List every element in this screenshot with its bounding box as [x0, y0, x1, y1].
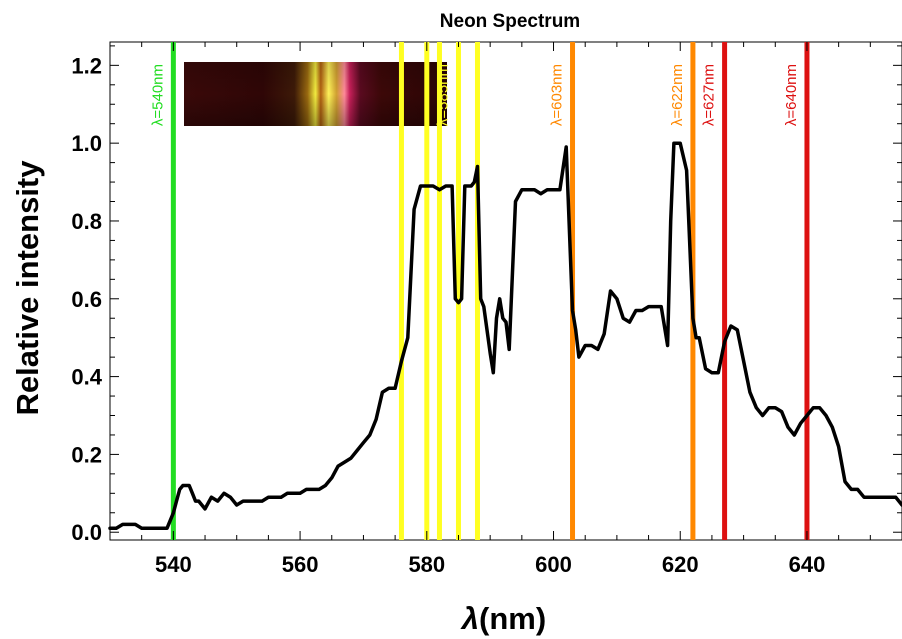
x-tick-label: 540	[155, 552, 192, 577]
x-tick-label: 620	[662, 552, 699, 577]
wavelength-line-label: λ=640nm	[783, 64, 800, 126]
y-tick-label: 0.2	[71, 442, 102, 467]
x-axis-label-symbol: λ	[460, 601, 479, 636]
wavelength-line-label: λ=603nm	[549, 64, 566, 126]
x-tick-label: 560	[282, 552, 319, 577]
wavelength-line-label: λ=585nm	[434, 64, 451, 126]
plot-area: λ=540nm λ=585nm λ=603nm λ=622nm λ=627nm λ=640…	[71, 41, 902, 577]
x-axis-label: λ(nm)	[460, 601, 546, 636]
x-tick-label: 580	[408, 552, 445, 577]
y-axis-label: Relative intensity	[10, 160, 45, 416]
x-tick-label: 640	[789, 552, 826, 577]
plot-frame	[109, 41, 902, 541]
chart-title: Neon Spectrum	[440, 11, 580, 32]
x-axis-label-unit: (nm)	[479, 601, 546, 636]
y-tick-label: 1.0	[71, 131, 102, 156]
y-tick-label: 0.6	[71, 287, 102, 312]
wavelength-line-label: λ=540nm	[149, 64, 166, 126]
y-tick-label: 0.4	[71, 365, 102, 390]
intensity-series-line	[108, 141, 902, 531]
y-tick-label: 1.2	[71, 53, 102, 78]
wavelength-line-label: λ=627nm	[701, 64, 718, 126]
y-tick-label: 0.8	[71, 209, 102, 234]
x-tick-label: 600	[535, 552, 572, 577]
spectrum-inset-shading	[184, 62, 447, 126]
y-tick-label: 0.0	[71, 520, 102, 545]
wavelength-line-label: λ=622nm	[669, 64, 686, 126]
